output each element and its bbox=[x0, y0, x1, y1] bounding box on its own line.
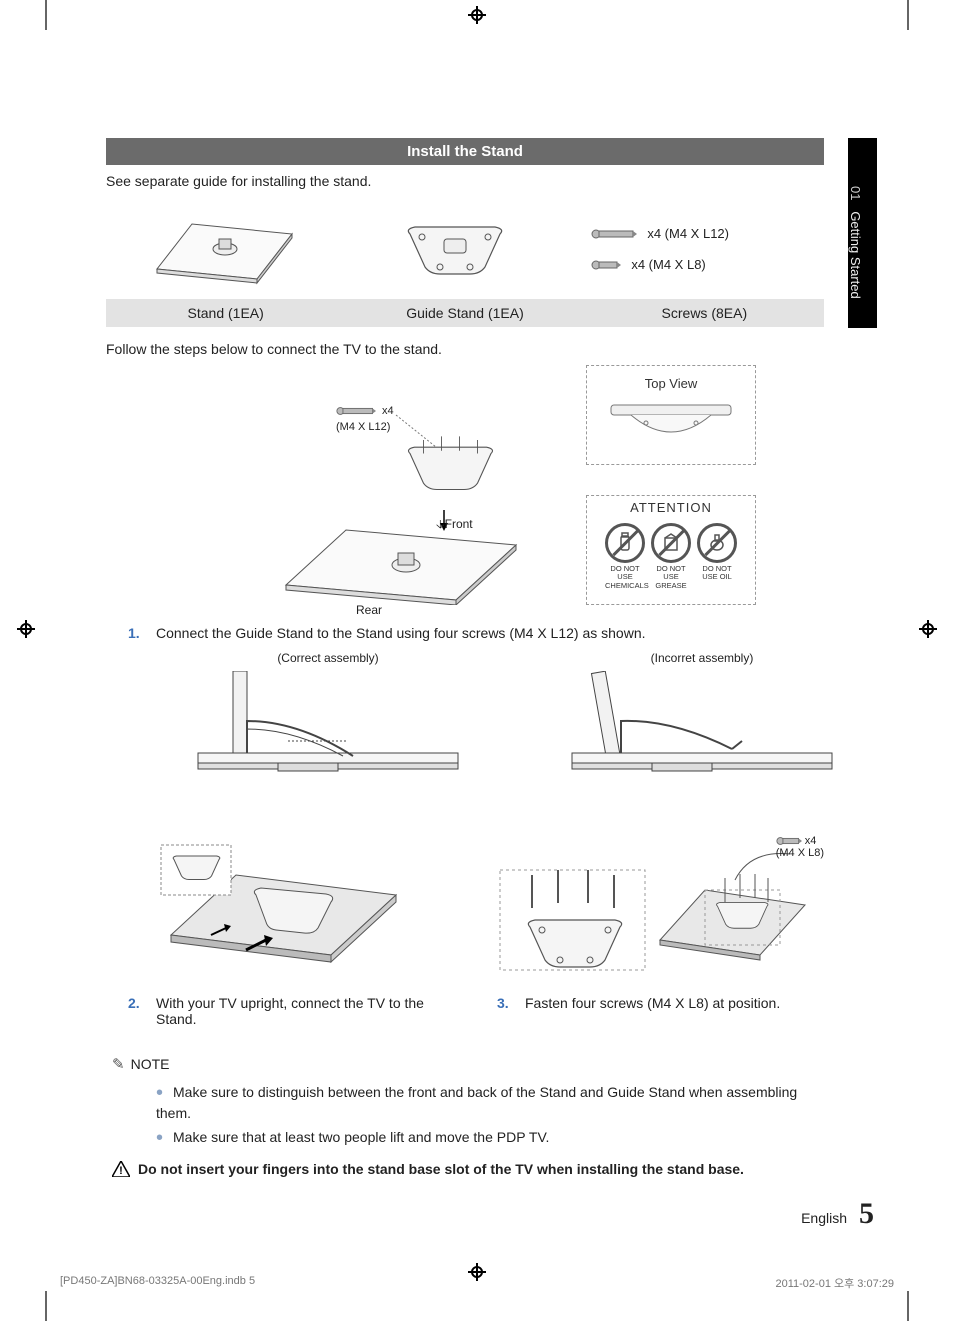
warning-icon: ! bbox=[112, 1161, 130, 1180]
registration-mark-icon bbox=[468, 6, 486, 24]
correct-assembly-illustration bbox=[178, 671, 478, 821]
prohib-label: DO NOT USE OIL bbox=[697, 565, 737, 590]
incorrect-assembly-illustration bbox=[552, 671, 852, 821]
crop-mark bbox=[45, 1291, 47, 1321]
parts-illustration-row: x4 (M4 X L12) x4 (M4 X L8) bbox=[106, 199, 824, 299]
step-2: 2. With your TV upright, connect the TV … bbox=[128, 995, 455, 1027]
screw-spec-2: x4 (M4 X L8) bbox=[631, 257, 705, 272]
screw-qty: x4 bbox=[805, 835, 817, 847]
chapter-number: 01 bbox=[848, 186, 863, 200]
prohib-label: DO NOT USE GREASE bbox=[651, 565, 691, 590]
note-icon: ✎ bbox=[112, 1055, 125, 1073]
guide-stand-illustration bbox=[400, 219, 510, 279]
stand-illustration bbox=[147, 209, 297, 289]
part-label: Screws (8EA) bbox=[585, 299, 824, 327]
step3-illustration: x4 (M4 X L8) bbox=[475, 835, 824, 985]
screw-size: (M4 X L8) bbox=[776, 847, 824, 859]
screw-spec-1: x4 (M4 X L12) bbox=[647, 226, 729, 241]
prohibit-chemicals-icon bbox=[605, 523, 645, 563]
incorrect-caption: (Incorret assembly) bbox=[530, 651, 874, 665]
step2-illustration bbox=[106, 835, 455, 985]
front-label: Front bbox=[445, 517, 473, 531]
assembly-diagram: x4 (M4 X L12) bbox=[216, 365, 776, 615]
warning-text: Do not insert your fingers into the stan… bbox=[138, 1161, 744, 1177]
chapter-title: Getting Started bbox=[848, 211, 863, 298]
screw-spec-row: x4 (M4 X L12) bbox=[591, 226, 729, 241]
crop-mark bbox=[907, 0, 909, 30]
page-footer: English 5 bbox=[801, 1197, 874, 1231]
step-text: Fasten four screws (M4 X L8) at position… bbox=[525, 995, 780, 1011]
note-item: Make sure to distinguish between the fro… bbox=[156, 1079, 824, 1124]
prohibit-grease-icon bbox=[651, 523, 691, 563]
doc-id: [PD450-ZA]BN68-03325A-00Eng.indb 5 bbox=[60, 1275, 255, 1291]
parts-label-row: Stand (1EA) Guide Stand (1EA) Screws (8E… bbox=[106, 299, 824, 327]
section-header: Install the Stand bbox=[106, 138, 824, 165]
print-footer: [PD450-ZA]BN68-03325A-00Eng.indb 5 2011-… bbox=[60, 1275, 894, 1291]
prohibit-oil-icon bbox=[697, 523, 737, 563]
step-text: Connect the Guide Stand to the Stand usi… bbox=[156, 625, 646, 641]
note-block: ✎ NOTE Make sure to distinguish between … bbox=[106, 1055, 824, 1180]
rear-label: Rear bbox=[356, 603, 382, 617]
footer-language: English bbox=[801, 1210, 847, 1226]
note-heading: NOTE bbox=[131, 1056, 170, 1072]
step-3: 3. Fasten four screws (M4 X L8) at posit… bbox=[497, 995, 824, 1011]
assembly-comparison: (Correct assembly) (Incorret assembly) bbox=[156, 651, 874, 821]
footer-page-number: 5 bbox=[859, 1197, 874, 1231]
crop-mark bbox=[907, 1291, 909, 1321]
step-number: 3. bbox=[497, 995, 513, 1011]
step-1: 1. Connect the Guide Stand to the Stand … bbox=[128, 625, 824, 641]
top-view-label: Top View bbox=[645, 376, 698, 391]
step-number: 1. bbox=[128, 625, 144, 641]
screw-spec-row: x4 (M4 X L8) bbox=[591, 257, 705, 272]
correct-caption: (Correct assembly) bbox=[156, 651, 500, 665]
note-item: Make sure that at least two people lift … bbox=[156, 1124, 824, 1153]
intro-text: See separate guide for installing the st… bbox=[106, 165, 824, 199]
crop-mark bbox=[45, 0, 47, 30]
part-label: Stand (1EA) bbox=[106, 299, 345, 327]
part-label: Guide Stand (1EA) bbox=[345, 299, 584, 327]
attention-inset: ATTENTION DO NOT USE CHEMICALS DO NOT US… bbox=[586, 495, 756, 605]
attention-label: ATTENTION bbox=[630, 500, 712, 515]
step-text: With your TV upright, connect the TV to … bbox=[156, 995, 455, 1027]
registration-mark-icon bbox=[17, 620, 35, 638]
follow-text: Follow the steps below to connect the TV… bbox=[106, 327, 824, 365]
registration-mark-icon bbox=[919, 620, 937, 638]
doc-timestamp: 2011-02-01 오후 3:07:29 bbox=[775, 1275, 894, 1291]
step-number: 2. bbox=[128, 995, 144, 1027]
top-view-inset: Top View bbox=[586, 365, 756, 465]
prohib-label: DO NOT USE CHEMICALS bbox=[605, 565, 645, 590]
chapter-tab: 01 Getting Started bbox=[848, 138, 894, 808]
section-title: Install the Stand bbox=[407, 143, 523, 160]
svg-text:!: ! bbox=[119, 1165, 123, 1177]
